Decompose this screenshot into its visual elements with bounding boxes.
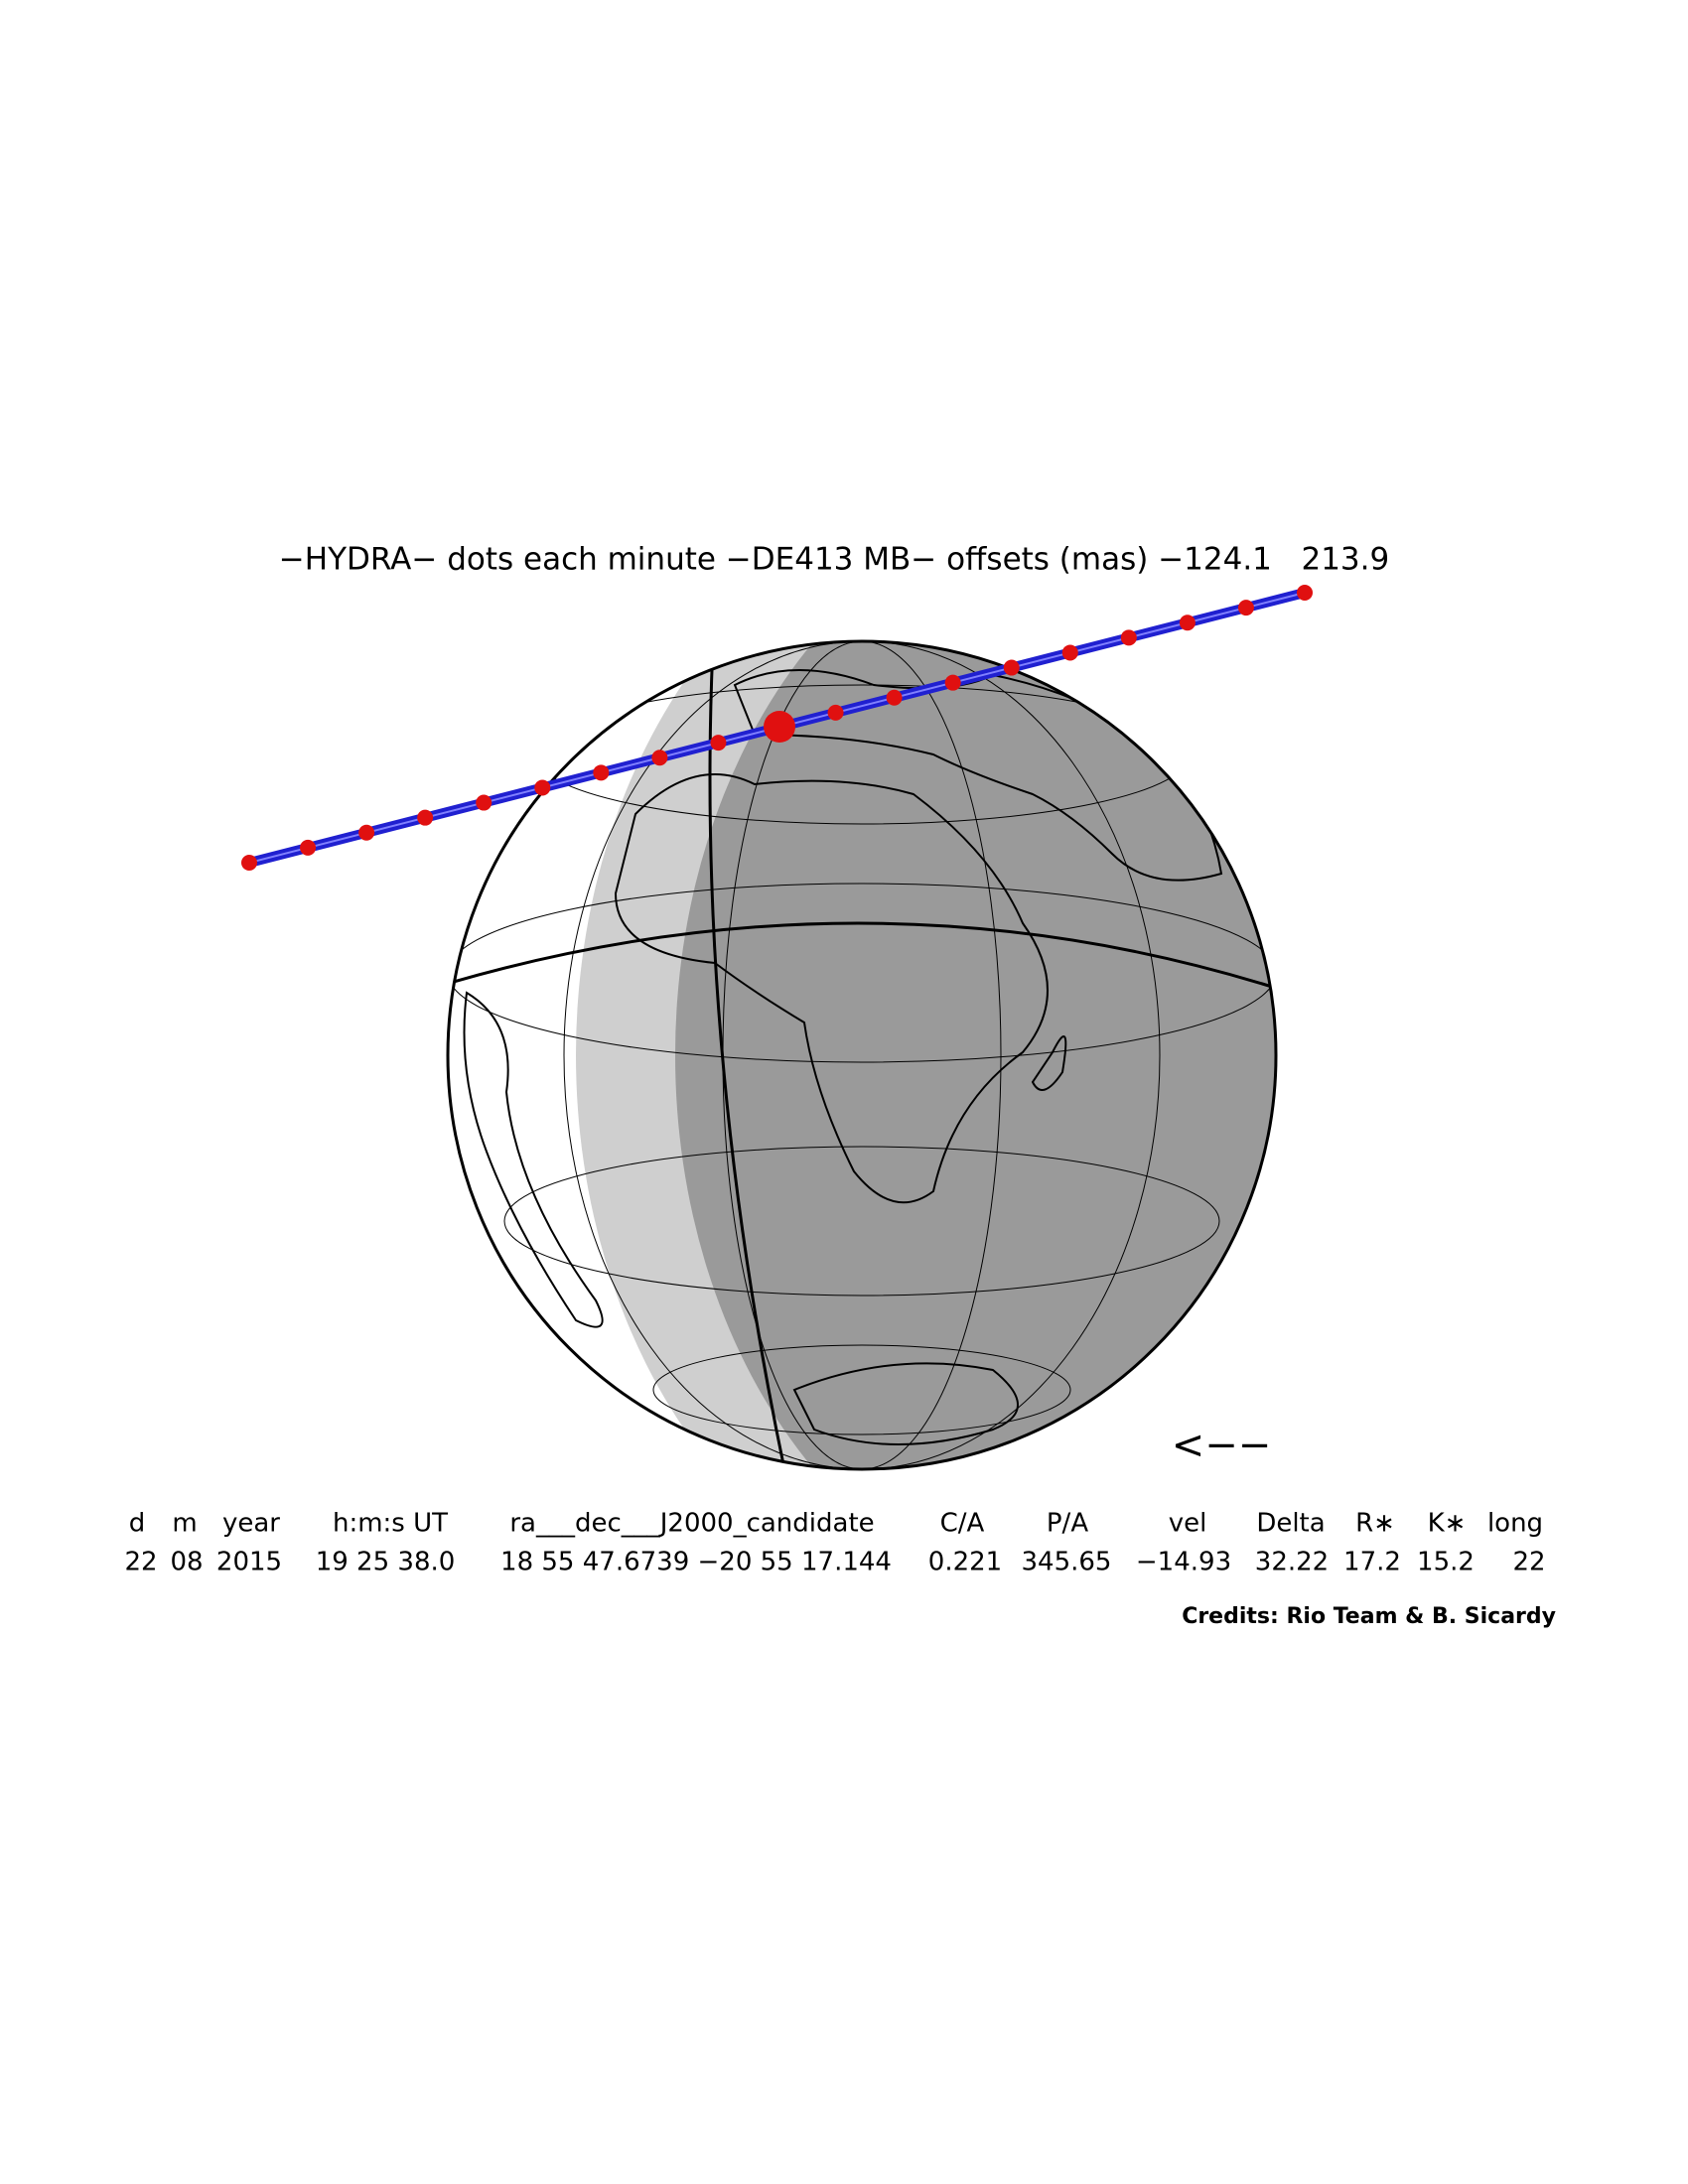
table-cell: 2015	[216, 1548, 282, 1577]
minute-dot	[476, 794, 492, 811]
globe	[446, 639, 1278, 1471]
minute-dot	[710, 735, 727, 751]
table-header: ra___dec___J2000_candidate	[509, 1509, 874, 1539]
table-cell: 19 25 38.0	[316, 1548, 456, 1577]
table-cell: 0.221	[928, 1548, 1002, 1577]
minute-dot	[1120, 629, 1137, 646]
minute-dot	[417, 809, 434, 826]
table-header: Delta	[1256, 1509, 1325, 1539]
table-cell: 15.2	[1417, 1548, 1475, 1577]
minute-dot	[827, 704, 844, 721]
direction-arrow: <−−	[1172, 1423, 1272, 1468]
table-header: vel	[1169, 1509, 1207, 1539]
table-cell: 17.2	[1343, 1548, 1401, 1577]
table-cell: 345.65	[1022, 1548, 1112, 1577]
minute-dot	[1061, 644, 1078, 661]
table-cell: 32.22	[1255, 1548, 1329, 1577]
table-cell: 08	[170, 1548, 203, 1577]
table-cell: −14.93	[1136, 1548, 1231, 1577]
table-cell: 22	[1512, 1548, 1545, 1577]
minute-dot	[1237, 600, 1254, 616]
night-zone	[675, 641, 1276, 1469]
table-header: K∗	[1428, 1509, 1467, 1539]
table-header: P/A	[1047, 1509, 1088, 1539]
shadow-path	[241, 585, 1313, 871]
minute-dot	[241, 855, 257, 871]
minute-dot	[651, 750, 668, 766]
minute-dot	[944, 674, 961, 691]
table-header: C/A	[940, 1509, 985, 1539]
table-header: R∗	[1355, 1509, 1395, 1539]
table-header: m	[172, 1509, 197, 1539]
minute-dot	[886, 689, 903, 706]
title: −HYDRA− dots each minute −DE413 MB− offs…	[279, 542, 1389, 578]
minute-dot	[1179, 614, 1196, 631]
table-header: h:m:s UT	[333, 1509, 448, 1539]
table-header: year	[222, 1509, 280, 1539]
minute-dot	[534, 779, 551, 796]
minute-dot	[1297, 585, 1313, 601]
data-table: d m year h:m:s UT ra___dec___J2000_candidate…	[124, 1509, 1545, 1577]
minute-dot	[1003, 659, 1020, 676]
minute-dot	[358, 824, 375, 841]
table-header: d	[129, 1509, 146, 1539]
credits: Credits: Rio Team & B. Sicardy	[1182, 1604, 1556, 1629]
coastlines	[463, 669, 1223, 1445]
minute-dot	[300, 839, 317, 856]
table-header: long	[1487, 1509, 1543, 1539]
minute-dot	[593, 764, 610, 781]
table-cell: 22	[124, 1548, 157, 1577]
table-cell: 18 55 47.6739 −20 55 17.144	[500, 1548, 892, 1577]
